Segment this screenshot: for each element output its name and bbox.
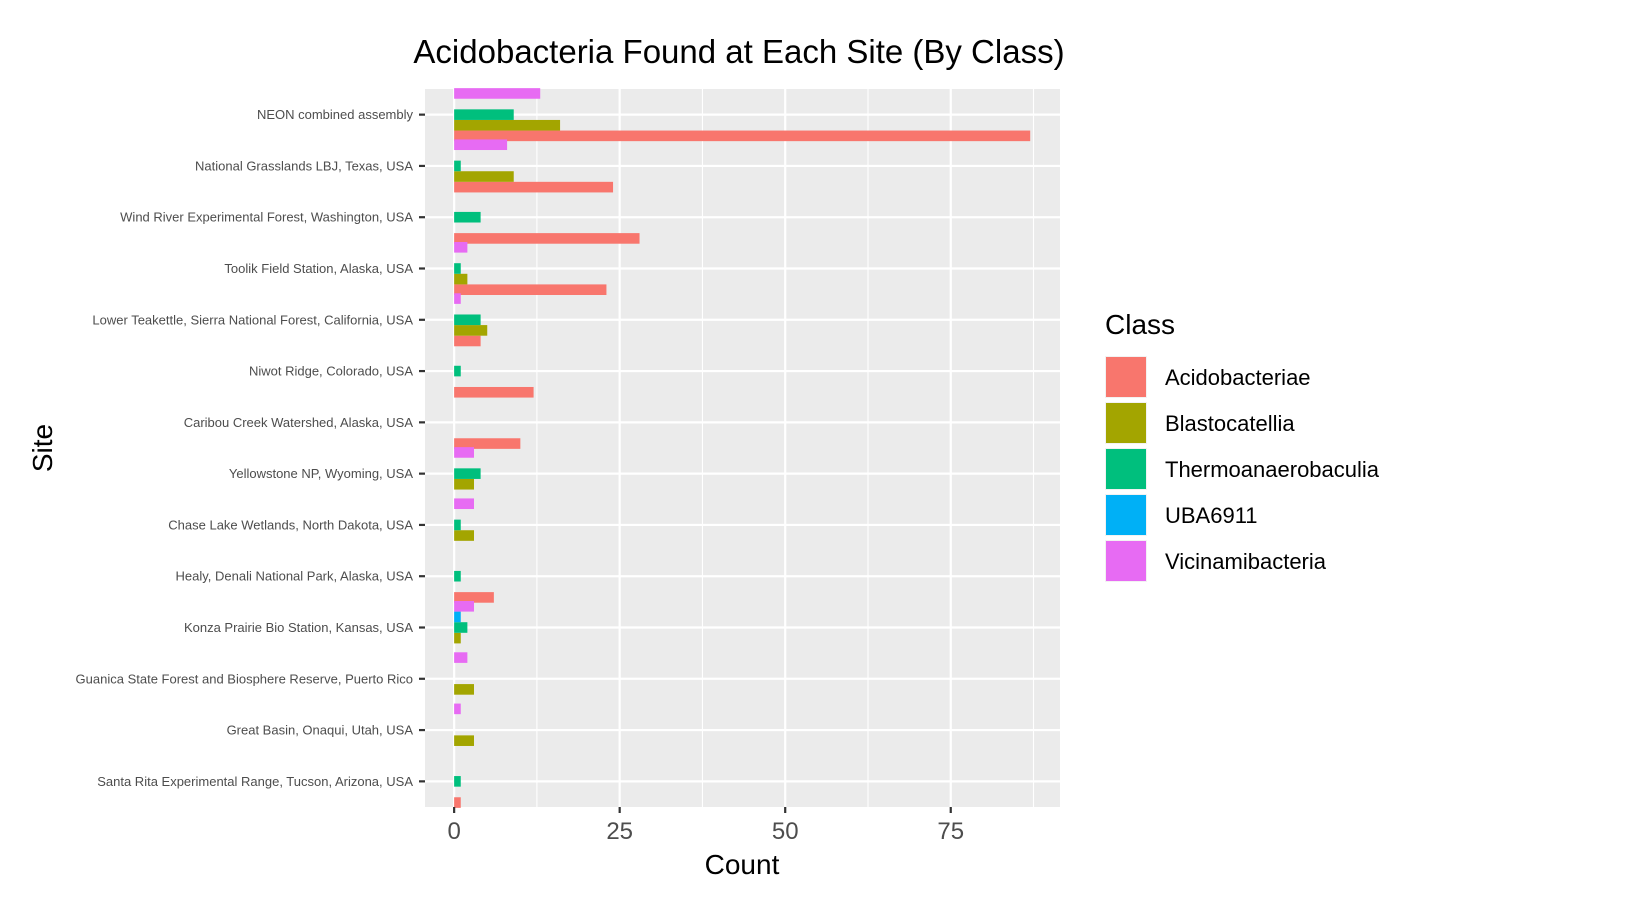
bar-thermoanaerobaculia — [454, 314, 481, 326]
legend-label: Acidobacteriae — [1165, 365, 1311, 390]
bar-blastocatellia — [454, 273, 468, 285]
bar-blastocatellia — [454, 478, 474, 490]
legend-key-blastocatellia — [1106, 403, 1146, 443]
y-tick-label: Konza Prairie Bio Station, Kansas, USA — [184, 620, 413, 635]
bar-blastocatellia — [454, 684, 474, 695]
bar-thermoanaerobaculia — [454, 519, 461, 531]
bar-thermoanaerobaculia — [454, 622, 468, 633]
y-tick-label: Yellowstone NP, Wyoming, USA — [229, 466, 413, 481]
legend-label: UBA6911 — [1165, 503, 1258, 528]
grid-lines — [425, 89, 1060, 807]
x-tick-label: 25 — [606, 818, 633, 845]
bar-vicinamibacteria — [454, 652, 468, 663]
legend-key-acidobacteriae — [1106, 357, 1146, 397]
y-axis-title: Site — [27, 424, 58, 472]
bar-thermoanaerobaculia — [454, 160, 461, 172]
x-tick-label: 0 — [447, 818, 460, 845]
bar-blastocatellia — [454, 632, 461, 644]
bar-blastocatellia — [454, 119, 561, 131]
bar-thermoanaerobaculia — [454, 570, 461, 582]
x-tick-label: 75 — [937, 818, 964, 845]
bar-acidobacteriae — [454, 797, 461, 808]
chart-title: Acidobacteria Found at Each Site (By Cla… — [413, 33, 1064, 70]
bar-acidobacteriae — [454, 438, 521, 449]
bar-acidobacteriae — [454, 284, 607, 295]
bar-vicinamibacteria — [454, 601, 474, 612]
y-tick-label: Santa Rita Experimental Range, Tucson, A… — [97, 774, 413, 789]
y-tick-label: National Grasslands LBJ, Texas, USA — [195, 158, 413, 173]
bar-acidobacteriae — [454, 335, 481, 347]
legend-key-vicinamibacteria — [1106, 541, 1146, 581]
bar-thermoanaerobaculia — [454, 365, 461, 377]
y-tick-label: Guanica State Forest and Biosphere Reser… — [76, 671, 413, 686]
bar-acidobacteriae — [454, 592, 494, 603]
y-tick-label: Wind River Experimental Forest, Washingt… — [120, 210, 413, 225]
legend-key-thermoanaerobaculia — [1106, 449, 1146, 489]
bar-thermoanaerobaculia — [454, 776, 461, 787]
bar-vicinamibacteria — [454, 703, 461, 715]
legend-label: Thermoanaerobaculia — [1165, 457, 1380, 482]
bar-thermoanaerobaculia — [454, 263, 461, 274]
bar-vicinamibacteria — [454, 293, 461, 304]
bar-vicinamibacteria — [454, 498, 474, 510]
bar-blastocatellia — [454, 325, 488, 336]
legend: Class Acidobacteriae Blastocatellia Thermo… — [1105, 309, 1380, 582]
bar-vicinamibacteria — [454, 88, 541, 99]
y-axis: NEON combined assembly National Grassland… — [76, 107, 425, 789]
x-axis-title: Count — [705, 849, 780, 880]
bar-thermoanaerobaculia — [454, 211, 481, 223]
bars — [454, 88, 1031, 808]
legend-key-uba6911 — [1106, 495, 1146, 535]
legend-label: Blastocatellia — [1165, 411, 1295, 436]
bar-blastocatellia — [454, 171, 514, 182]
y-tick-label: Lower Teakettle, Sierra National Forest,… — [92, 312, 413, 327]
legend-label: Vicinamibacteria — [1165, 549, 1327, 574]
bar-acidobacteriae — [454, 386, 534, 398]
bar-thermoanaerobaculia — [454, 468, 481, 479]
y-tick-label: NEON combined assembly — [257, 107, 414, 122]
x-tick-label: 50 — [772, 818, 799, 845]
bar-acidobacteriae — [454, 130, 1031, 142]
bar-acidobacteriae — [454, 233, 640, 244]
y-tick-label: Chase Lake Wetlands, North Dakota, USA — [168, 517, 413, 532]
bar-vicinamibacteria — [454, 242, 468, 253]
y-tick-label: Toolik Field Station, Alaska, USA — [224, 261, 413, 276]
bar-thermoanaerobaculia — [454, 109, 514, 120]
bar-blastocatellia — [454, 530, 474, 541]
y-tick-label: Healy, Denali National Park, Alaska, USA — [176, 569, 414, 584]
y-tick-label: Niwot Ridge, Colorado, USA — [249, 364, 413, 379]
bar-acidobacteriae — [454, 181, 614, 193]
legend-title: Class — [1105, 309, 1175, 340]
bar-blastocatellia — [454, 735, 474, 746]
bar-vicinamibacteria — [454, 447, 474, 458]
y-tick-label: Caribou Creek Watershed, Alaska, USA — [184, 415, 414, 430]
x-axis: 0 25 50 75 — [447, 807, 964, 845]
bar-vicinamibacteria — [454, 139, 508, 151]
bar-uba6911 — [454, 611, 461, 623]
plot-panel — [425, 89, 1060, 807]
y-tick-label: Great Basin, Onaqui, Utah, USA — [227, 723, 414, 738]
